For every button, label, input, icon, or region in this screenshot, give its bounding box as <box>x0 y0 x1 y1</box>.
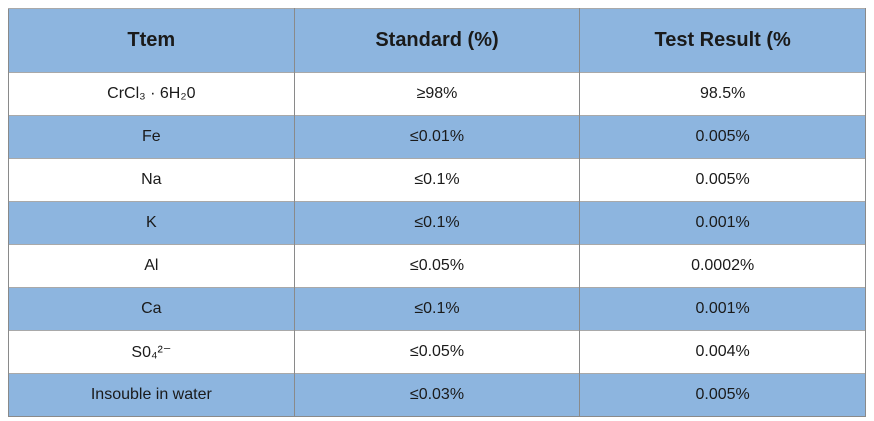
table-cell: ≤0.05% <box>293 244 581 288</box>
table-cell: Na <box>8 158 295 202</box>
spec-table: Ttem Standard (%) Test Result (% CrCl₃ · 6… <box>8 8 866 417</box>
table-row: K ≤0.1% 0.001% <box>8 201 866 245</box>
table-cell: 0.001% <box>579 287 866 331</box>
table-cell: K <box>8 201 295 245</box>
table-cell: Al <box>8 244 295 288</box>
table-cell: Insouble in water <box>8 373 295 417</box>
table-row: S0₄²⁻ ≤0.05% 0.004% <box>8 330 866 374</box>
table-row: Fe ≤0.01% 0.005% <box>8 115 866 159</box>
table-cell: ≤0.1% <box>293 287 581 331</box>
table-cell: 98.5% <box>579 72 866 116</box>
table-cell: Fe <box>8 115 295 159</box>
table-cell: Ca <box>8 287 295 331</box>
table-row: Na ≤0.1% 0.005% <box>8 158 866 202</box>
table-row: Al ≤0.05% 0.0002% <box>8 244 866 288</box>
table-cell: ≤0.1% <box>293 158 581 202</box>
table-cell: ≤0.03% <box>293 373 581 417</box>
table-row: Ca ≤0.1% 0.001% <box>8 287 866 331</box>
table-body: CrCl₃ · 6H₂0 ≥98% 98.5% Fe ≤0.01% 0.005% Na ≤0.… <box>8 72 866 417</box>
table-row: CrCl₃ · 6H₂0 ≥98% 98.5% <box>8 72 866 116</box>
table-cell: 0.005% <box>579 373 866 417</box>
header-row: Ttem Standard (%) Test Result (% <box>8 8 866 73</box>
table-cell: ≥98% <box>293 72 581 116</box>
header-cell: Standard (%) <box>293 8 581 73</box>
table-row: Insouble in water ≤0.03% 0.005% <box>8 373 866 417</box>
table-cell: ≤0.05% <box>293 330 581 374</box>
header-cell: Ttem <box>8 8 295 73</box>
table-cell: CrCl₃ · 6H₂0 <box>8 72 295 116</box>
table-cell: 0.005% <box>579 115 866 159</box>
table-head: Ttem Standard (%) Test Result (% <box>8 8 866 73</box>
table-cell: ≤0.01% <box>293 115 581 159</box>
table-cell: 0.001% <box>579 201 866 245</box>
table-cell: 0.004% <box>579 330 866 374</box>
table-cell: 0.0002% <box>579 244 866 288</box>
table-cell: ≤0.1% <box>293 201 581 245</box>
table-cell: 0.005% <box>579 158 866 202</box>
table-cell: S0₄²⁻ <box>8 330 295 374</box>
header-cell: Test Result (% <box>579 8 866 73</box>
